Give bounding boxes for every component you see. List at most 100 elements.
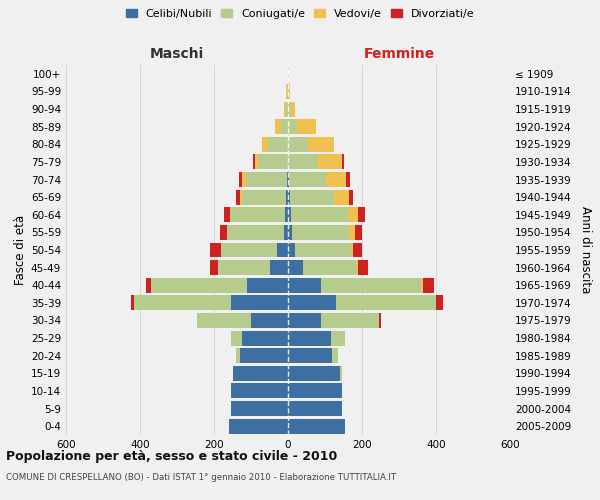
Bar: [259, 154, 288, 170]
Bar: [262, 137, 288, 152]
Bar: [288, 313, 380, 328]
Bar: [254, 154, 288, 170]
Bar: [288, 119, 316, 134]
Bar: [269, 260, 288, 275]
Bar: [218, 260, 288, 275]
Bar: [288, 348, 338, 363]
Bar: [288, 84, 290, 99]
Text: Maschi: Maschi: [150, 48, 204, 62]
Bar: [287, 172, 288, 187]
Bar: [288, 330, 346, 345]
Bar: [275, 119, 288, 134]
Bar: [288, 154, 341, 170]
Bar: [288, 418, 346, 434]
Bar: [227, 225, 288, 240]
Bar: [288, 366, 340, 381]
Bar: [230, 330, 288, 345]
Bar: [230, 384, 288, 398]
Bar: [288, 296, 436, 310]
Bar: [281, 119, 288, 134]
Bar: [288, 278, 421, 292]
Bar: [288, 225, 362, 240]
Bar: [233, 366, 288, 381]
Bar: [288, 242, 351, 258]
Bar: [288, 84, 290, 99]
Bar: [288, 242, 353, 258]
Bar: [288, 172, 289, 187]
Bar: [230, 401, 288, 416]
Bar: [230, 208, 288, 222]
Bar: [288, 208, 358, 222]
Bar: [288, 401, 341, 416]
Bar: [288, 418, 346, 434]
Bar: [286, 190, 288, 204]
Bar: [221, 242, 288, 258]
Bar: [288, 296, 443, 310]
Bar: [288, 172, 350, 187]
Bar: [230, 296, 288, 310]
Bar: [242, 172, 288, 187]
Bar: [288, 137, 308, 152]
Bar: [288, 418, 346, 434]
Bar: [284, 225, 288, 240]
Bar: [233, 366, 288, 381]
Bar: [131, 296, 288, 310]
Bar: [151, 278, 288, 292]
Bar: [288, 225, 355, 240]
Bar: [285, 208, 288, 222]
Bar: [210, 242, 288, 258]
Bar: [218, 260, 288, 275]
Bar: [288, 401, 341, 416]
Bar: [288, 418, 346, 434]
Bar: [288, 225, 349, 240]
Bar: [210, 260, 288, 275]
Bar: [284, 102, 288, 116]
Bar: [288, 84, 289, 99]
Bar: [288, 102, 295, 116]
Bar: [288, 278, 423, 292]
Bar: [286, 102, 288, 116]
Text: COMUNE DI CRESPELLANO (BO) - Dati ISTAT 1° gennaio 2010 - Elaborazione TUTTITALI: COMUNE DI CRESPELLANO (BO) - Dati ISTAT …: [6, 472, 396, 482]
Bar: [230, 401, 288, 416]
Bar: [230, 384, 288, 398]
Bar: [236, 190, 288, 204]
Bar: [288, 208, 291, 222]
Bar: [236, 348, 288, 363]
Bar: [253, 154, 288, 170]
Bar: [224, 208, 288, 222]
Bar: [288, 225, 292, 240]
Bar: [230, 330, 288, 345]
Bar: [288, 260, 356, 275]
Bar: [288, 208, 365, 222]
Bar: [275, 119, 288, 134]
Bar: [288, 190, 349, 204]
Bar: [262, 137, 288, 152]
Bar: [230, 401, 288, 416]
Bar: [229, 418, 288, 434]
Bar: [230, 330, 288, 345]
Bar: [288, 260, 358, 275]
Bar: [233, 366, 288, 381]
Bar: [242, 330, 288, 345]
Bar: [284, 102, 288, 116]
Bar: [230, 208, 288, 222]
Bar: [229, 418, 288, 434]
Bar: [288, 260, 303, 275]
Bar: [288, 190, 353, 204]
Bar: [288, 330, 331, 345]
Bar: [288, 384, 341, 398]
Bar: [236, 348, 288, 363]
Bar: [239, 172, 288, 187]
Bar: [134, 296, 288, 310]
Text: Popolazione per età, sesso e stato civile - 2010: Popolazione per età, sesso e stato civil…: [6, 450, 337, 463]
Bar: [268, 137, 288, 152]
Y-axis label: Anni di nascita: Anni di nascita: [578, 206, 592, 294]
Bar: [288, 278, 322, 292]
Bar: [288, 401, 341, 416]
Bar: [288, 172, 346, 187]
Bar: [236, 348, 288, 363]
Bar: [197, 313, 288, 328]
Bar: [146, 278, 288, 292]
Bar: [288, 313, 379, 328]
Bar: [288, 366, 341, 381]
